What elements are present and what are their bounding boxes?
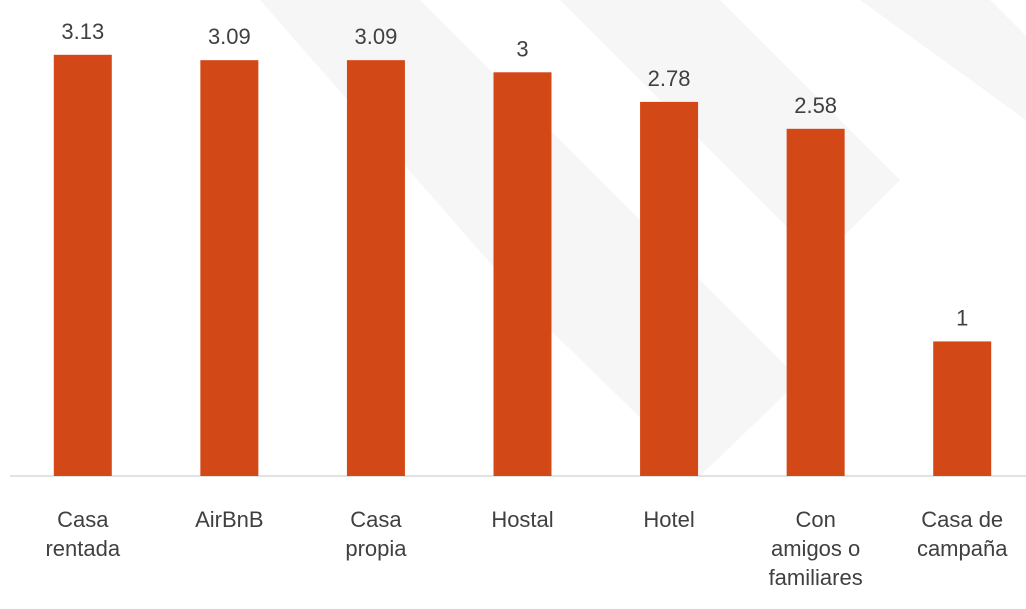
data-label: 2.58 xyxy=(794,93,837,118)
x-tick-label: Con amigos o familiares xyxy=(768,507,863,590)
data-label: 2.78 xyxy=(648,66,691,91)
x-tick-label: AirBnB xyxy=(195,507,264,532)
data-label: 3 xyxy=(516,36,528,61)
bar xyxy=(640,101,699,477)
x-tick-label: Hostal xyxy=(491,507,554,532)
bar xyxy=(933,341,992,476)
bar xyxy=(493,72,552,477)
watermark-shape xyxy=(860,0,1026,120)
x-tick-label: Casa rentada xyxy=(45,507,121,561)
data-label: 3.09 xyxy=(355,24,398,49)
bar xyxy=(346,60,405,476)
bar xyxy=(200,60,259,476)
x-tick-label: Casa de campaña xyxy=(916,507,1008,561)
x-tick-label: Hotel xyxy=(643,507,695,532)
x-tick-label: Casa propia xyxy=(345,507,407,561)
data-label: 1 xyxy=(956,305,968,330)
data-label: 3.09 xyxy=(208,24,251,49)
data-label: 3.13 xyxy=(61,19,104,44)
bar xyxy=(53,54,112,476)
bar xyxy=(786,128,845,476)
watermark-shape xyxy=(260,0,640,320)
